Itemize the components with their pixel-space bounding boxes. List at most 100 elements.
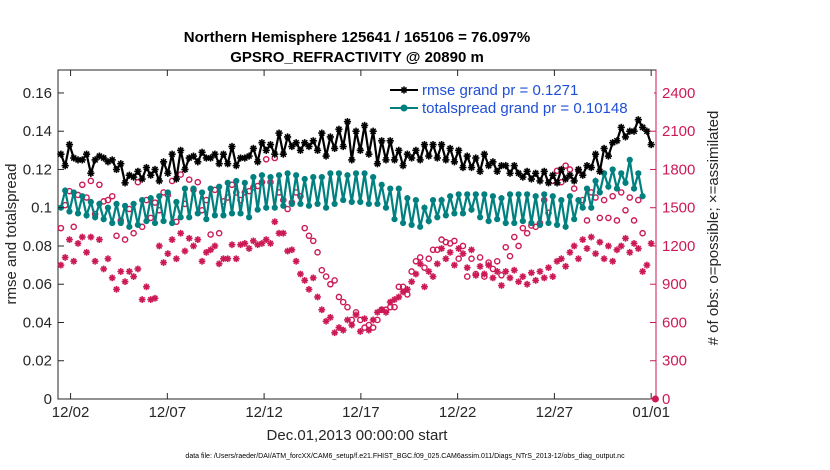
- obs-assimilated-point: [515, 278, 522, 286]
- obs-assimilated-point: [61, 254, 69, 261]
- y-tick-label: 0.1: [31, 200, 52, 217]
- obs-assimilated-point: [600, 255, 608, 263]
- obs-assimilated-point: [429, 273, 437, 280]
- rmse-point: [399, 162, 407, 170]
- obs-assimilated-point: [267, 240, 274, 247]
- obs-assimilated-point: [459, 250, 467, 258]
- obs-assimilated-point: [433, 260, 441, 268]
- obs-assimilated-point: [451, 261, 458, 269]
- x-tick-label: 12/12: [245, 404, 283, 421]
- obs-assimilated-point: [510, 266, 518, 274]
- rmse-point: [134, 167, 142, 175]
- rmse-point: [57, 150, 65, 158]
- rmse-point: [331, 144, 339, 153]
- obs-assimilated-point: [365, 326, 373, 334]
- obs-assimilated-point: [592, 250, 599, 258]
- obs-assimilated-point: [446, 248, 454, 256]
- rmse-point: [87, 169, 95, 177]
- obs-assimilated-point: [202, 248, 210, 256]
- rmse-point: [408, 154, 416, 162]
- rmse-point: [472, 154, 480, 162]
- rmse-point: [442, 156, 450, 164]
- rmse-point: [591, 150, 600, 158]
- totalspread-point: [327, 170, 334, 177]
- obs-assimilated-point: [181, 247, 189, 255]
- totalspread-point: [536, 221, 544, 229]
- data-file-footer: data file: /Users/raeder/DAI/ATM_forcXX/…: [185, 453, 625, 460]
- obs-assimilated-point: [425, 268, 433, 275]
- obs-possible-point: [339, 298, 347, 306]
- y2-tick-label: 300: [662, 353, 687, 370]
- x-tick-label: 01/01: [632, 404, 670, 421]
- obs-assimilated-point: [472, 271, 480, 279]
- obs-assimilated-point: [626, 248, 634, 256]
- obs-assimilated-point: [647, 240, 655, 247]
- totalspread-point: [438, 196, 445, 204]
- y-tick-label: 0.02: [23, 353, 52, 370]
- rmse-point: [181, 165, 189, 174]
- y2-tick-label: 1800: [662, 161, 695, 178]
- obs-assimilated-point: [262, 236, 270, 244]
- obs-assimilated-point: [540, 274, 548, 282]
- totalspread-point: [626, 156, 633, 164]
- obs-assimilated-point: [125, 268, 133, 275]
- rmse-point: [412, 146, 420, 154]
- obs-possible-point: [493, 257, 501, 265]
- obs-assimilated-point: [288, 246, 296, 254]
- rmse-point: [416, 156, 424, 164]
- obs-assimilated-point: [630, 240, 638, 247]
- obs-assimilated-point: [185, 234, 193, 242]
- obs-assimilated-point: [570, 242, 578, 250]
- totalspread-point: [62, 187, 69, 194]
- totalspread-point: [502, 219, 509, 227]
- rmse-point: [322, 152, 330, 160]
- obs-possible-point: [451, 237, 458, 245]
- rmse-series: [57, 116, 655, 187]
- totalspread-point: [126, 223, 133, 230]
- obs-possible-point: [626, 194, 634, 201]
- legend-rmse-marker: [400, 86, 408, 94]
- rmse-point: [78, 156, 86, 164]
- rmse-point: [604, 152, 612, 160]
- obs-possible-point: [134, 178, 142, 186]
- obs-possible-point: [617, 189, 625, 196]
- totalspread-point: [404, 195, 411, 202]
- obs-possible-point: [600, 196, 608, 204]
- obs-possible-point: [309, 237, 317, 245]
- rmse-point: [386, 137, 394, 145]
- obs-possible-point: [498, 272, 505, 279]
- obs-possible-point: [344, 303, 351, 311]
- totalspread-point: [511, 219, 518, 227]
- obs-assimilated-point: [549, 273, 557, 280]
- legend: rmse grand pr = 0.1271 totalspread grand…: [384, 76, 654, 117]
- totalspread-point: [314, 200, 321, 207]
- totalspread-point: [485, 218, 492, 225]
- obs-assimilated-point: [587, 233, 595, 241]
- rmse-point: [348, 156, 356, 164]
- rmse-point: [318, 129, 326, 137]
- totalspread-point: [361, 170, 368, 177]
- obs-assimilated-point: [104, 255, 112, 263]
- obs-possible-point: [78, 181, 86, 189]
- totalspread-point: [613, 185, 621, 192]
- obs-assimilated-point: [421, 283, 428, 291]
- totalspread-point: [425, 218, 432, 225]
- rmse-point: [339, 142, 347, 151]
- obs-assimilated-point: [480, 270, 488, 278]
- rmse-point: [194, 158, 202, 166]
- obs-possible-point: [635, 196, 642, 204]
- totalspread-point: [459, 210, 467, 217]
- rmse-point: [459, 163, 467, 172]
- rmse-point: [429, 140, 437, 149]
- totalspread-point: [203, 216, 210, 223]
- obs-possible-point: [57, 224, 65, 232]
- totalspread-point: [220, 212, 227, 219]
- totalspread-point: [104, 204, 112, 211]
- totalspread-point: [186, 214, 193, 221]
- obs-possible-point: [519, 224, 527, 232]
- obs-assimilated-point: [485, 261, 493, 269]
- obs-assimilated-point: [194, 236, 202, 244]
- rmse-point: [630, 127, 638, 135]
- obs-possible-point: [463, 273, 471, 280]
- totalspread-point: [357, 198, 364, 206]
